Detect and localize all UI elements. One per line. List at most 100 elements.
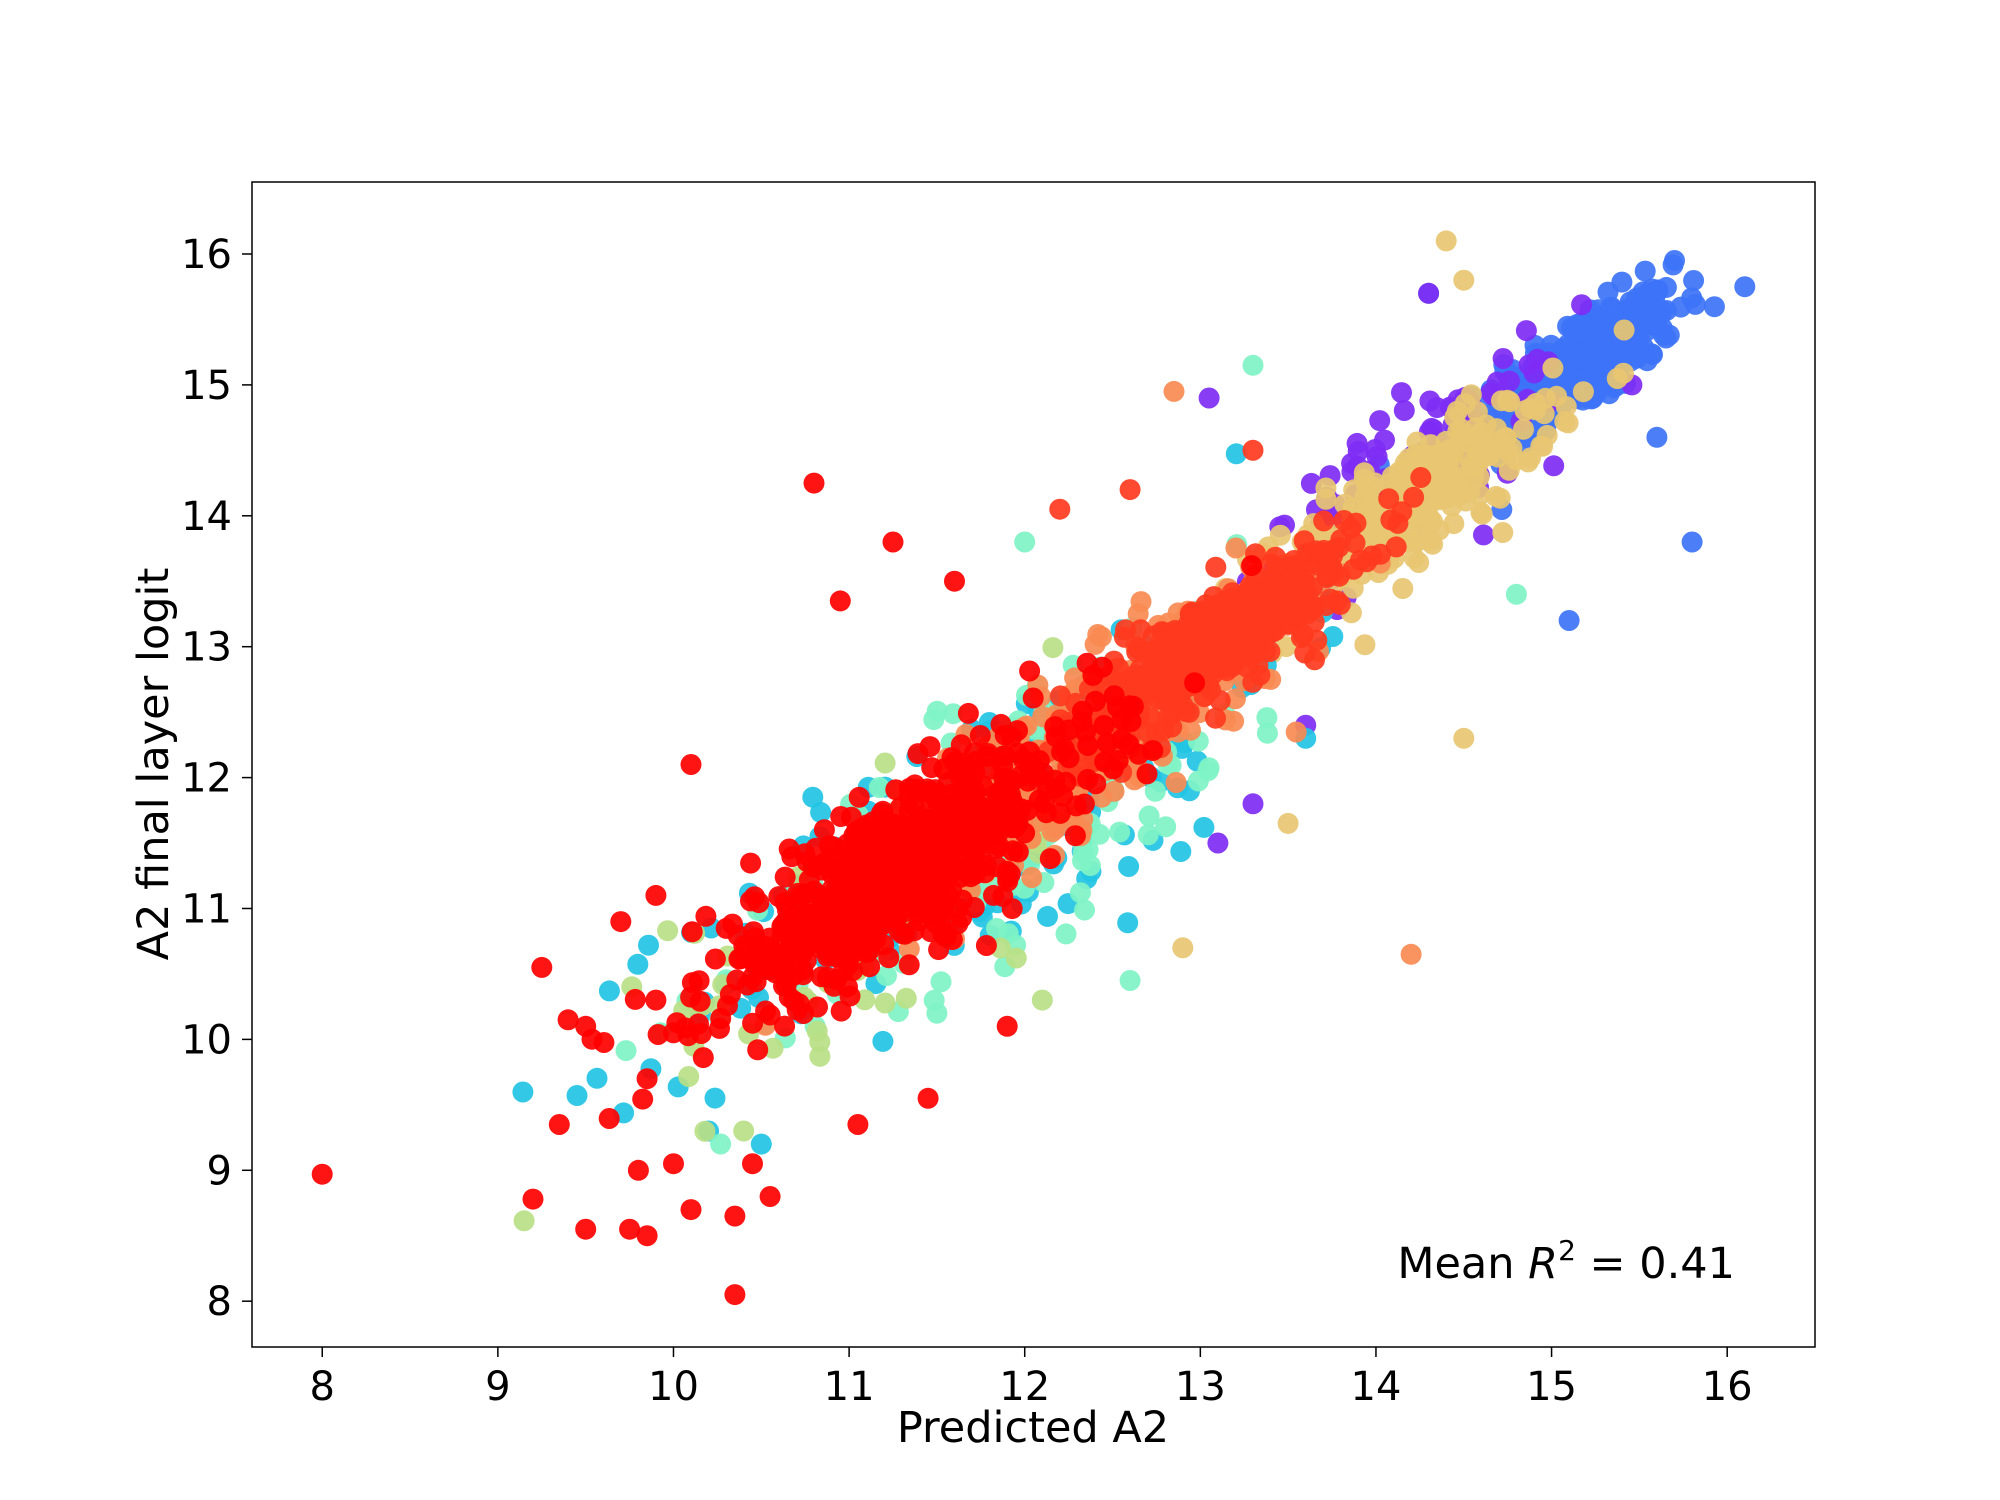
scatter-point	[733, 1120, 755, 1142]
scatter-point	[1241, 555, 1263, 577]
scatter-point	[1021, 867, 1043, 888]
scatter-point	[1369, 410, 1391, 432]
scatter-point	[787, 882, 809, 904]
scatter-point	[1322, 626, 1344, 647]
scatter-point	[1223, 710, 1245, 732]
scatter-point	[1555, 396, 1577, 418]
scatter-point	[983, 884, 1004, 906]
scatter-point	[774, 866, 796, 888]
scatter-point	[1520, 397, 1541, 419]
scatter-point	[1236, 601, 1258, 623]
scatter-point	[1658, 324, 1680, 346]
scatter-point	[1184, 672, 1206, 694]
scatter-point	[1037, 905, 1058, 927]
scatter-point	[681, 921, 703, 943]
scatter-point	[726, 969, 748, 991]
scatter-point	[1535, 387, 1556, 409]
scatter-point	[1435, 230, 1457, 252]
scatter-point	[1119, 970, 1141, 991]
y-tick-label: 15	[181, 363, 232, 409]
scatter-point	[1515, 320, 1537, 342]
scatter-point	[799, 904, 821, 925]
scatter-point	[1543, 455, 1565, 477]
scatter-point	[842, 960, 864, 982]
x-tick-label: 10	[648, 1364, 699, 1410]
scatter-point	[947, 913, 969, 935]
scatter-point	[882, 813, 904, 835]
r-squared-annotation: Mean R2 = 0.41	[1397, 1234, 1735, 1289]
scatter-point	[704, 1087, 726, 1109]
scatter-point	[750, 1133, 772, 1155]
scatter-point	[680, 986, 702, 1008]
scatter-point	[645, 884, 667, 906]
scatter-point	[995, 768, 1017, 790]
scatter-point	[1055, 923, 1077, 945]
scatter-point	[848, 786, 870, 808]
scatter-point	[586, 1067, 608, 1089]
scatter-point	[531, 956, 553, 978]
scatter-point	[1393, 400, 1415, 421]
scatter-point	[1400, 943, 1422, 965]
scatter-point	[1613, 319, 1635, 341]
scatter-point	[1225, 443, 1247, 465]
scatter-point	[1120, 711, 1142, 732]
scatter-point	[1453, 269, 1475, 291]
scatter-point	[898, 777, 920, 799]
scatter-point	[1264, 620, 1286, 642]
scatter-point	[1069, 882, 1091, 904]
scatter-point	[1242, 793, 1264, 815]
scatter-point	[647, 1024, 669, 1045]
scatter-point	[961, 839, 983, 861]
scatter-point	[1074, 899, 1095, 921]
scatter-point	[882, 531, 904, 553]
scatter-point	[891, 923, 913, 945]
y-tick-label: 8	[207, 1279, 232, 1325]
scatter-point	[1137, 824, 1159, 846]
scatter-point	[1256, 595, 1278, 617]
scatter-point	[1482, 439, 1504, 461]
scatter-point	[745, 971, 767, 993]
scatter-point	[755, 1000, 777, 1022]
scatter-point	[1128, 743, 1150, 765]
scatter-point	[692, 1047, 714, 1069]
scatter-point	[1334, 493, 1356, 515]
scatter-point	[1290, 627, 1312, 648]
scatter-point	[1670, 296, 1692, 318]
scatter-point	[1418, 282, 1440, 304]
scatter-point	[872, 1030, 894, 1052]
scatter-point	[619, 1218, 641, 1240]
scatter-point	[1424, 444, 1446, 466]
scatter-point	[1103, 685, 1125, 707]
scatter-point	[1370, 543, 1391, 565]
scatter-point	[1085, 773, 1107, 795]
scatter-point	[780, 935, 802, 957]
scatter-point	[1224, 688, 1246, 710]
scatter-point	[926, 1002, 948, 1024]
scatter-point	[1426, 397, 1448, 419]
scatter-point	[1193, 816, 1215, 838]
scatter-point	[1165, 772, 1187, 793]
y-tick-label: 14	[181, 494, 232, 540]
scatter-point	[513, 1210, 535, 1232]
scatter-point	[1391, 382, 1412, 404]
scatter-point	[809, 1045, 831, 1067]
y-tick-label: 16	[181, 232, 232, 278]
scatter-point	[826, 931, 848, 952]
scatter-point	[772, 914, 794, 936]
scatter-point	[1198, 387, 1220, 409]
scatter-point	[1052, 785, 1074, 807]
scatter-point	[1175, 701, 1197, 722]
scatter-point	[1111, 728, 1133, 750]
scatter-point	[969, 725, 991, 746]
scatter-point	[1168, 626, 1190, 648]
y-tick-label: 12	[181, 756, 232, 802]
scatter-point	[1200, 679, 1222, 701]
scatter-point	[937, 772, 959, 793]
scatter-point	[759, 1186, 781, 1207]
scatter-point	[1313, 510, 1335, 532]
scatter-point	[1485, 485, 1507, 507]
scatter-point	[1588, 378, 1610, 400]
scatter-point	[657, 920, 679, 942]
scatter-point	[1163, 380, 1185, 402]
scatter-point	[1091, 656, 1113, 678]
